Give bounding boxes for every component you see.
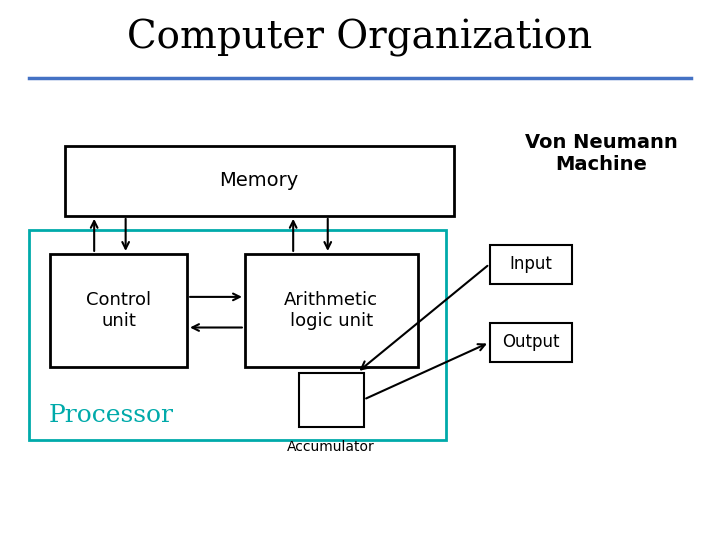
Text: Output: Output: [503, 333, 559, 352]
Bar: [490, 245, 572, 284]
Text: Accumulator: Accumulator: [287, 440, 375, 454]
Text: Control
unit: Control unit: [86, 291, 151, 330]
Bar: [29, 230, 446, 440]
Bar: [50, 254, 187, 367]
Bar: [65, 146, 454, 216]
Bar: [490, 323, 572, 362]
Text: Memory: Memory: [220, 171, 299, 191]
Text: Computer Organization: Computer Organization: [127, 19, 593, 57]
Bar: [245, 254, 418, 367]
Text: Arithmetic
logic unit: Arithmetic logic unit: [284, 291, 378, 330]
Bar: [299, 373, 364, 427]
Text: Processor: Processor: [49, 403, 174, 427]
Text: Input: Input: [510, 255, 552, 273]
Text: Von Neumann
Machine: Von Neumann Machine: [525, 133, 678, 174]
